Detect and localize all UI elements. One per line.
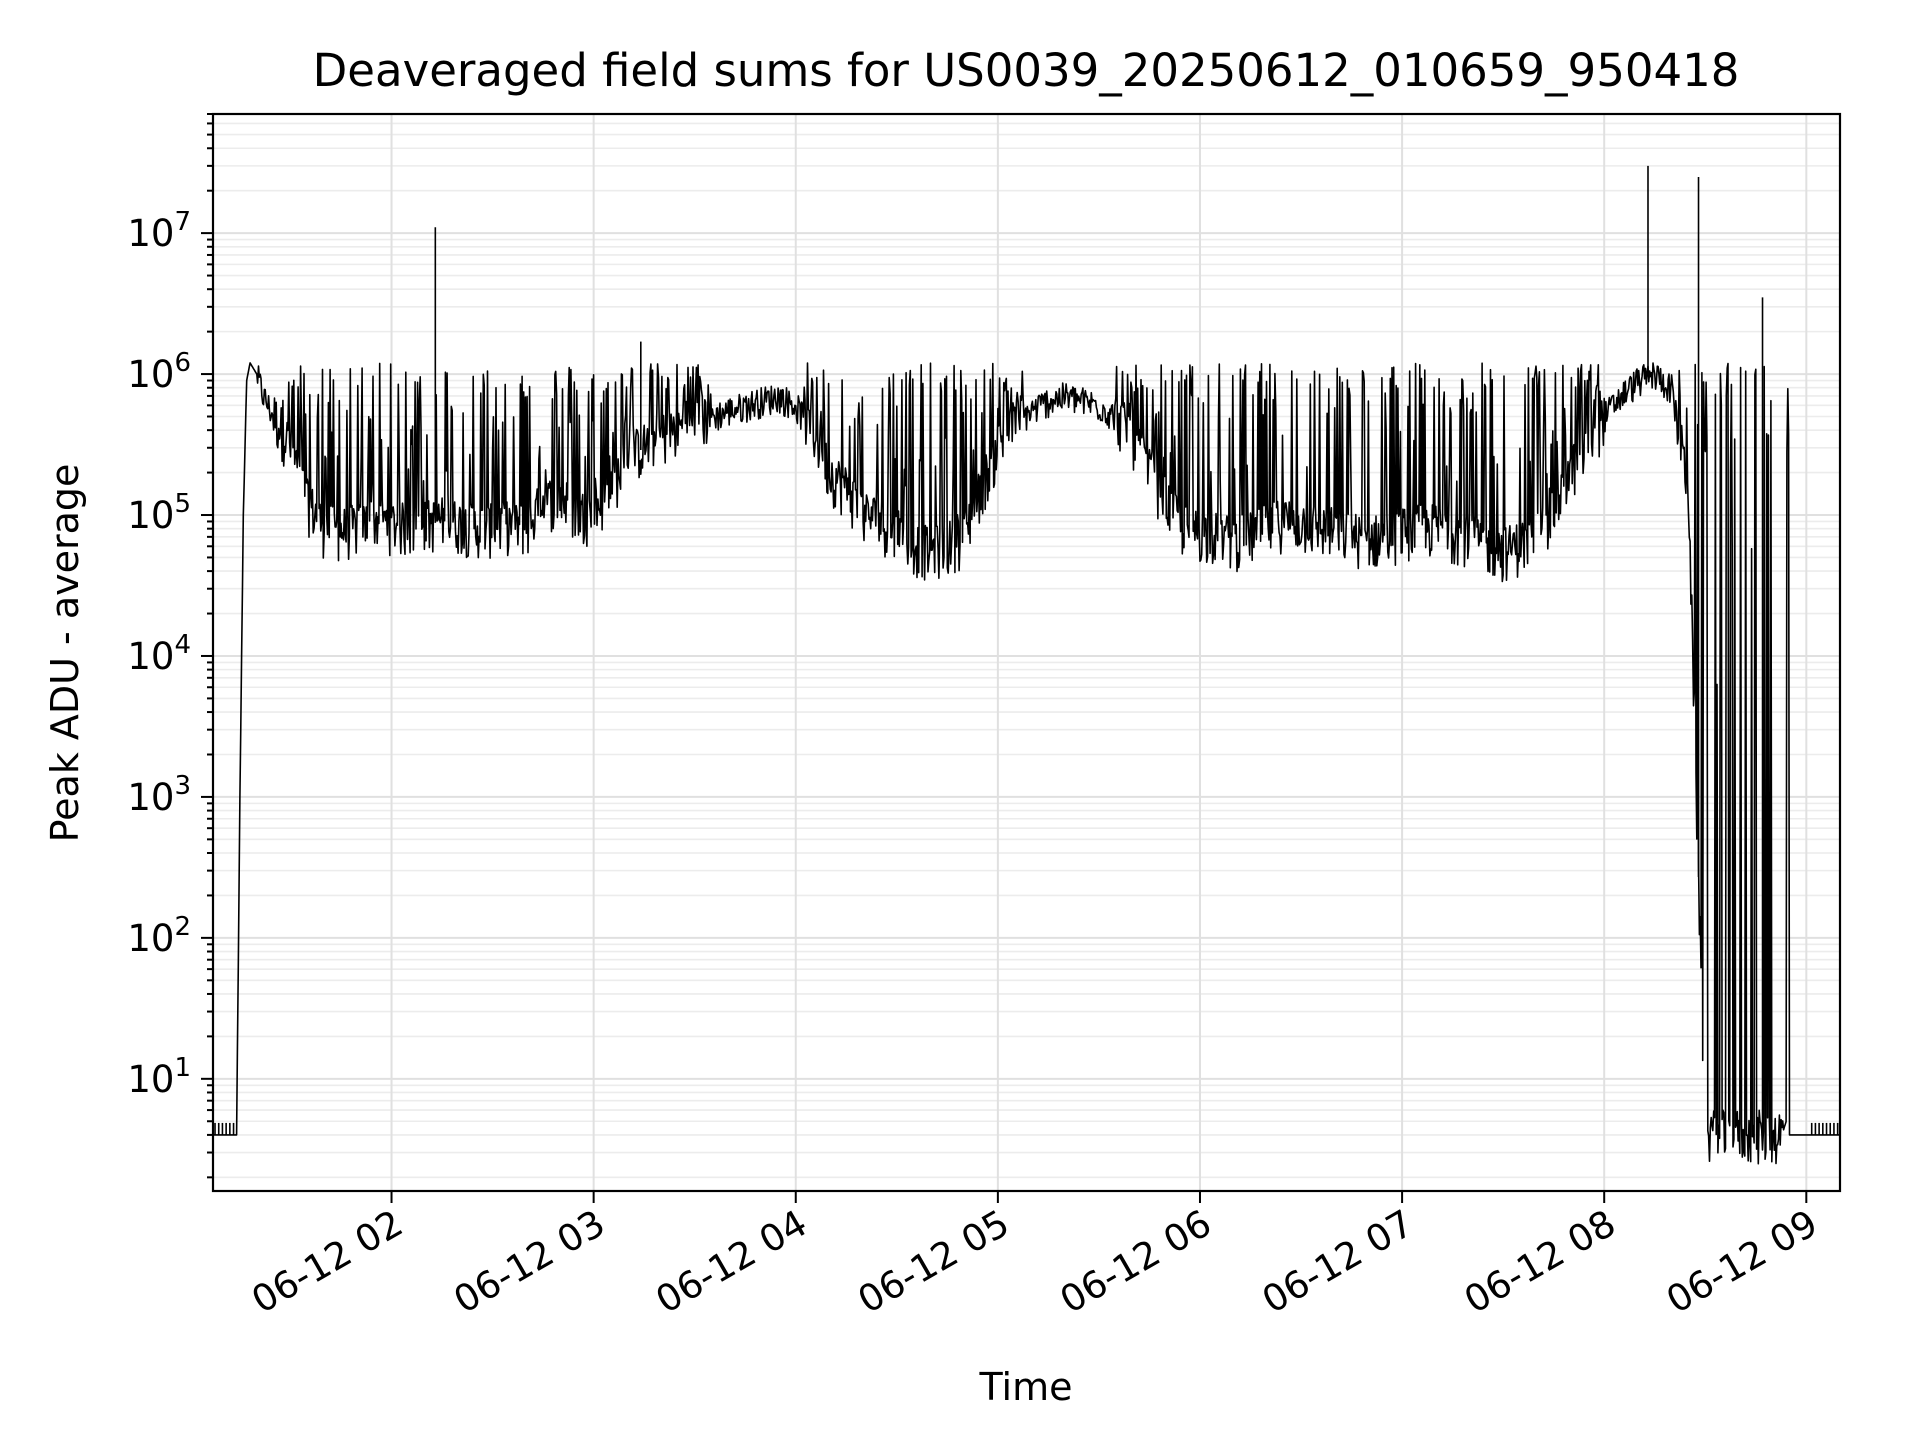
x-axis-label: Time <box>979 1365 1073 1409</box>
y-tick-label: 101 <box>127 1053 191 1101</box>
y-tick-label: 106 <box>127 348 191 396</box>
y-tick-label: 105 <box>127 489 191 537</box>
y-tick-label: 102 <box>127 912 191 960</box>
y-tick-label: 104 <box>127 630 191 678</box>
y-tick-label: 103 <box>127 771 191 819</box>
chart-title: Deaveraged field sums for US0039_2025061… <box>313 44 1740 97</box>
data-layer <box>213 165 1840 1165</box>
series-line <box>213 362 1840 1165</box>
y-axis: 101 102 103 104 105 106 107 <box>127 113 213 1179</box>
y-tick-label: 107 <box>127 207 191 255</box>
grid-layer <box>213 113 1840 1191</box>
plot-frame <box>211 112 1842 1193</box>
y-axis-label: Peak ADU - average <box>43 464 87 843</box>
